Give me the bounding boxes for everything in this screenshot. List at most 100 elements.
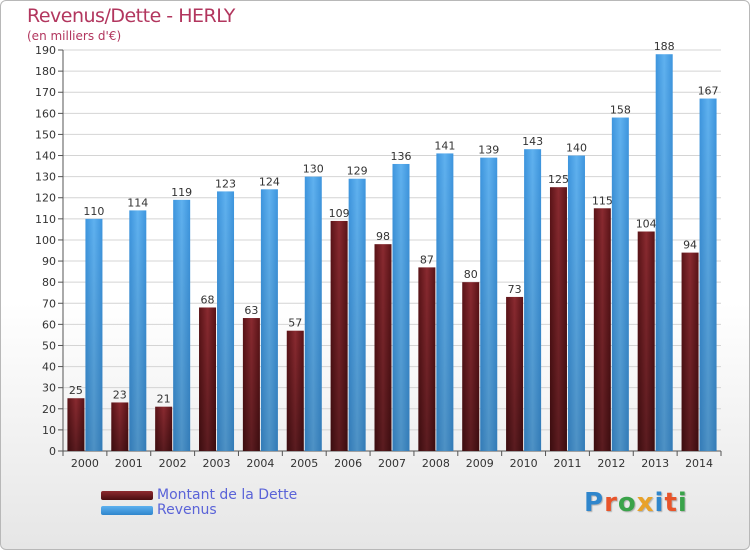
bar-dette-shade bbox=[637, 231, 655, 451]
x-tick-label: 2002 bbox=[159, 457, 187, 470]
bar-revenus-shade bbox=[304, 176, 322, 451]
data-label-revenus: 167 bbox=[698, 85, 719, 98]
y-tick-label: 130 bbox=[35, 171, 56, 184]
bar-revenus-shade bbox=[524, 149, 542, 451]
y-tick-label: 110 bbox=[35, 213, 56, 226]
y-tick-label: 30 bbox=[42, 382, 56, 395]
data-label-revenus: 143 bbox=[522, 135, 543, 148]
chart-title: Revenus/Dette - HERLY bbox=[27, 5, 235, 27]
bar-dette-shade bbox=[155, 406, 173, 451]
x-tick-label: 2011 bbox=[553, 457, 581, 470]
x-tick-label: 2003 bbox=[203, 457, 231, 470]
data-label-revenus: 124 bbox=[259, 175, 280, 188]
data-label-revenus: 140 bbox=[566, 142, 587, 155]
bar-revenus-shade bbox=[480, 157, 498, 451]
data-label-dette: 87 bbox=[420, 253, 434, 266]
y-tick-label: 10 bbox=[42, 424, 56, 437]
y-tick-label: 90 bbox=[42, 255, 56, 268]
data-label-dette: 94 bbox=[683, 239, 697, 252]
y-tick-label: 150 bbox=[35, 128, 56, 141]
bar-dette-shade bbox=[593, 208, 611, 451]
data-label-dette: 115 bbox=[592, 194, 613, 207]
data-label-revenus: 136 bbox=[391, 150, 412, 163]
x-tick-label: 2013 bbox=[641, 457, 669, 470]
bar-revenus-shade bbox=[348, 178, 366, 451]
legend-swatch-revenus bbox=[101, 505, 153, 515]
data-label-dette: 21 bbox=[157, 393, 171, 406]
legend-label-revenus: Revenus bbox=[157, 502, 217, 518]
chart-subtitle: (en milliers d'€) bbox=[27, 29, 122, 43]
bar-revenus-shade bbox=[129, 210, 147, 451]
x-tick-label: 2009 bbox=[466, 457, 494, 470]
y-tick-label: 170 bbox=[35, 86, 56, 99]
y-tick-label: 70 bbox=[42, 297, 56, 310]
legend-swatch-dette bbox=[101, 490, 153, 500]
y-tick-label: 120 bbox=[35, 192, 56, 205]
legend-label-dette: Montant de la Dette bbox=[157, 487, 298, 503]
bar-revenus-shade bbox=[436, 153, 454, 452]
y-tick-label: 0 bbox=[49, 445, 56, 458]
bar-revenus-shade bbox=[699, 98, 717, 451]
data-label-dette: 73 bbox=[508, 283, 522, 296]
y-tick-label: 20 bbox=[42, 403, 56, 416]
y-tick-label: 140 bbox=[35, 150, 56, 163]
data-label-dette: 23 bbox=[113, 388, 127, 401]
y-tick-label: 80 bbox=[42, 276, 56, 289]
x-tick-label: 2004 bbox=[246, 457, 274, 470]
data-label-revenus: 110 bbox=[83, 205, 104, 218]
y-tick-label: 160 bbox=[35, 107, 56, 120]
bar-dette-shade bbox=[199, 307, 217, 451]
bar-revenus-shade bbox=[85, 218, 103, 451]
legend-item-dette: Montant de la Dette bbox=[101, 487, 297, 503]
bar-revenus-shade bbox=[392, 163, 410, 451]
x-tick-label: 2014 bbox=[685, 457, 713, 470]
data-label-revenus: 158 bbox=[610, 104, 631, 117]
bar-revenus-shade bbox=[611, 117, 629, 452]
data-label-revenus: 141 bbox=[434, 139, 455, 152]
data-label-dette: 98 bbox=[376, 230, 390, 243]
bar-dette-shade bbox=[462, 282, 480, 451]
data-label-dette: 125 bbox=[548, 173, 569, 186]
bar-dette-shade bbox=[111, 402, 129, 451]
data-label-revenus: 114 bbox=[127, 196, 148, 209]
bar-dette-shade bbox=[67, 398, 85, 451]
data-label-revenus: 123 bbox=[215, 177, 236, 190]
bar-dette-shade bbox=[549, 187, 567, 451]
legend-item-revenus: Revenus bbox=[101, 502, 217, 518]
data-label-dette: 104 bbox=[636, 218, 657, 231]
y-tick-label: 180 bbox=[35, 65, 56, 78]
y-tick-label: 190 bbox=[35, 44, 56, 57]
bar-dette-shade bbox=[418, 267, 436, 451]
x-tick-label: 2010 bbox=[510, 457, 538, 470]
data-label-revenus: 119 bbox=[171, 186, 192, 199]
data-label-revenus: 130 bbox=[303, 163, 324, 176]
data-label-revenus: 139 bbox=[478, 144, 499, 157]
y-tick-label: 50 bbox=[42, 339, 56, 352]
x-tick-label: 2005 bbox=[290, 457, 318, 470]
x-tick-label: 2007 bbox=[378, 457, 406, 470]
bar-dette-shade bbox=[506, 296, 524, 451]
bar-revenus-shade bbox=[173, 199, 191, 451]
x-tick-label: 2008 bbox=[422, 457, 450, 470]
proxiti-logo: Proxiti bbox=[584, 488, 688, 518]
data-label-dette: 68 bbox=[201, 293, 215, 306]
x-tick-label: 2001 bbox=[115, 457, 143, 470]
bar-dette-shade bbox=[681, 252, 699, 451]
x-tick-label: 2012 bbox=[597, 457, 625, 470]
x-tick-label: 2006 bbox=[334, 457, 362, 470]
data-label-revenus: 129 bbox=[347, 165, 368, 178]
bar-dette-shade bbox=[286, 330, 304, 451]
data-label-dette: 109 bbox=[329, 207, 350, 220]
bar-revenus-shade bbox=[217, 191, 235, 451]
data-label-dette: 63 bbox=[244, 304, 258, 317]
bar-revenus-shade bbox=[260, 189, 278, 451]
bar-dette-shade bbox=[374, 244, 392, 451]
x-tick-label: 2000 bbox=[71, 457, 99, 470]
bar-revenus-shade bbox=[567, 155, 585, 452]
y-tick-label: 60 bbox=[42, 318, 56, 331]
data-label-dette: 57 bbox=[288, 317, 302, 330]
y-tick-label: 100 bbox=[35, 234, 56, 247]
data-label-dette: 25 bbox=[69, 384, 83, 397]
